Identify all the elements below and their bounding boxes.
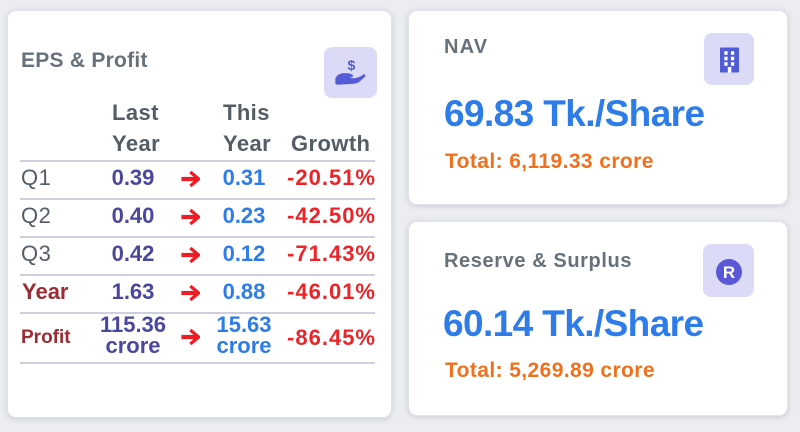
svg-text:$: $ (348, 57, 356, 73)
svg-text:R: R (723, 263, 735, 282)
